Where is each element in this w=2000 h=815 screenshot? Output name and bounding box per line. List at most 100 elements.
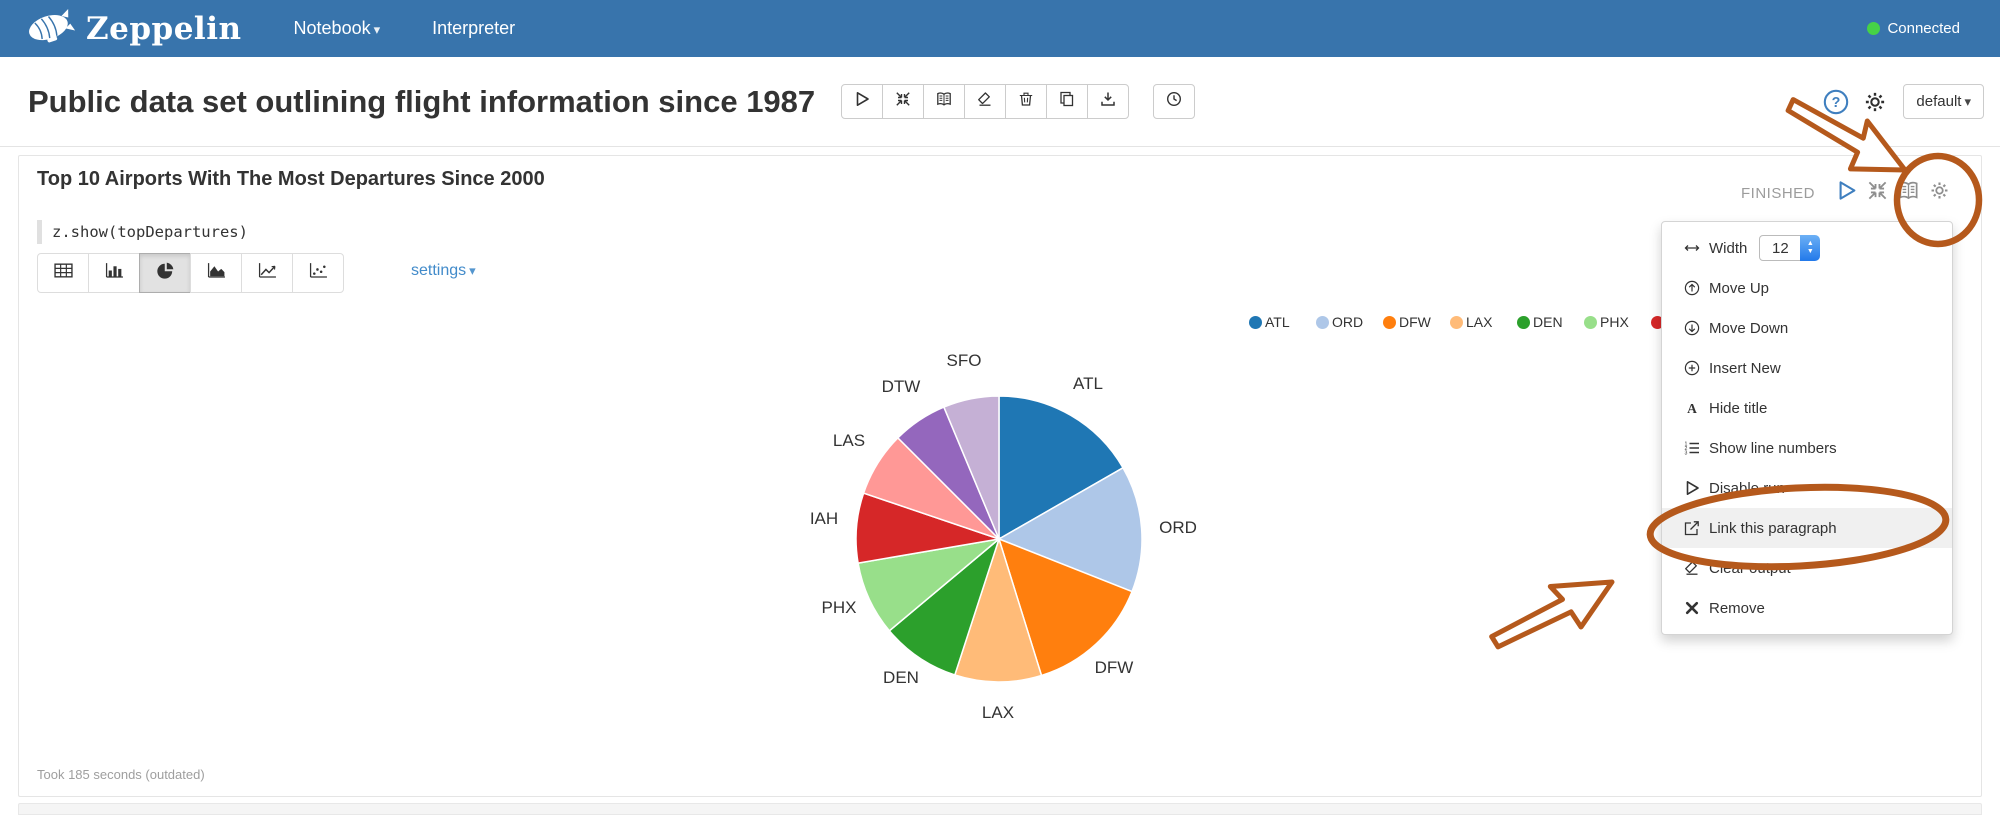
menu-item-label: Link this paragraph	[1709, 519, 1837, 537]
default-view-dropdown[interactable]: default ▾	[1903, 84, 1984, 119]
trash-button[interactable]	[1005, 84, 1048, 119]
disable-run-icon	[1682, 479, 1702, 497]
legend-dot-icon	[1383, 315, 1396, 329]
svg-text:1: 1	[1685, 441, 1688, 447]
legend-label: ATL	[1265, 314, 1290, 330]
menu-item-move-up[interactable]: Move Up	[1662, 268, 1952, 308]
scatter-chart-icon	[309, 262, 328, 284]
pie-label-ATL: ATL	[1073, 374, 1103, 393]
pie-label-LAX: LAX	[981, 703, 1015, 722]
code-editor[interactable]: z.show(topDepartures)	[37, 220, 258, 244]
legend-label: DEN	[1533, 314, 1563, 330]
legend-item-DFW[interactable]: DFW	[1383, 314, 1450, 330]
legend-label: LAX	[1466, 314, 1493, 330]
scheduler-button[interactable]	[1153, 84, 1196, 119]
shortcuts-help-button[interactable]: ?	[1823, 89, 1849, 115]
legend-item-PHX[interactable]: PHX	[1584, 314, 1651, 330]
legend-label: DFW	[1399, 314, 1431, 330]
run-all-icon	[854, 91, 870, 112]
legend-item-ATL[interactable]: ATL	[1249, 314, 1316, 330]
link-paragraph-icon	[1682, 519, 1702, 537]
menu-item-hide-title[interactable]: A Hide title	[1662, 388, 1952, 428]
menu-item-label: Show line numbers	[1709, 439, 1837, 457]
pie-slice-ORD[interactable]	[997, 466, 1143, 593]
legend-label: ORD	[1332, 314, 1364, 330]
menu-item-label: Disable run	[1709, 479, 1785, 497]
nav-notebook[interactable]: Notebook ▾	[293, 18, 381, 38]
line-chart-icon	[258, 262, 277, 284]
export-note-icon	[1100, 91, 1116, 112]
pie-label-DFW: DFW	[1094, 658, 1134, 677]
trash-icon	[1018, 91, 1034, 112]
width-stepper[interactable]: 12 ▲ ▼	[1759, 235, 1821, 261]
area-chart-icon	[207, 262, 226, 284]
nav-interpreter[interactable]: Interpreter	[432, 18, 516, 38]
chart-type-area-button[interactable]	[190, 253, 242, 293]
note-header: Public data set outlining flight informa…	[0, 57, 2000, 147]
pie-slice-ATL[interactable]	[998, 395, 1125, 541]
legend-dot-icon	[1316, 315, 1329, 329]
zeppelin-logo[interactable]: Zeppelin	[26, 4, 242, 53]
chart-type-bar-button[interactable]	[88, 253, 140, 293]
next-paragraph-edge[interactable]	[18, 803, 1982, 815]
legend-dot-icon	[1517, 315, 1530, 329]
legend-label: PHX	[1600, 314, 1629, 330]
connection-status: Connected	[1867, 20, 1960, 37]
pie-slice-SFO[interactable]	[942, 395, 1000, 540]
chart-type-toolbar	[37, 253, 344, 293]
chevron-down-icon: ▾	[373, 22, 381, 37]
stepper-arrows-icon[interactable]: ▲ ▼	[1800, 235, 1821, 261]
pie-slice-DFW[interactable]	[997, 537, 1133, 677]
width-icon	[1682, 239, 1702, 257]
svg-text:A: A	[1687, 401, 1697, 416]
clock-icon	[1166, 91, 1182, 112]
pie-label-SFO: SFO	[946, 351, 982, 370]
clear-output-icon	[1682, 559, 1702, 577]
chart-type-scatter-button[interactable]	[292, 253, 344, 293]
chart-settings-link[interactable]: settings ▾	[411, 262, 476, 279]
collapse-paragraph-button[interactable]	[1867, 181, 1889, 204]
chart-type-table-button[interactable]	[37, 253, 89, 293]
pie-label-IAH: IAH	[809, 509, 839, 528]
toggle-code-button[interactable]	[882, 84, 925, 119]
pie-slice-DEN[interactable]	[888, 536, 1001, 676]
toggle-code-icon	[895, 91, 911, 112]
run-paragraph-button[interactable]	[1836, 181, 1858, 204]
remove-icon	[1682, 599, 1702, 617]
chart-type-pie-button[interactable]	[139, 253, 191, 293]
toggle-output-button[interactable]	[1898, 181, 1920, 204]
clear-all-output-icon	[977, 91, 993, 112]
clone-note-button[interactable]	[1046, 84, 1089, 119]
menu-item-width[interactable]: Width 12 ▲ ▼	[1662, 228, 1952, 268]
menu-item-insert-new[interactable]: Insert New	[1662, 348, 1952, 388]
note-header-right: ? default ▾	[1823, 84, 1984, 119]
svg-text:?: ?	[1832, 94, 1841, 110]
legend-item-ORD[interactable]: ORD	[1316, 314, 1383, 330]
chart-type-line-button[interactable]	[241, 253, 293, 293]
menu-item-label: Width	[1709, 239, 1748, 257]
chevron-down-icon: ▾	[1964, 93, 1971, 109]
toggle-output-button[interactable]	[923, 84, 966, 119]
paragraph-settings-menu: Width 12 ▲ ▼ Move Up Move Down Insert New A Hide…	[1661, 221, 1953, 635]
paragraph-settings-button[interactable]	[1929, 182, 1951, 204]
menu-item-disable-run[interactable]: Disable run	[1662, 468, 1952, 508]
pie-slice-LAX[interactable]	[953, 536, 1043, 683]
menu-item-clear-output[interactable]: Clear output	[1662, 548, 1952, 588]
note-title: Public data set outlining flight informa…	[28, 83, 816, 119]
pie-label-DEN: DEN	[883, 668, 919, 687]
menu-item-show-line-numbers[interactable]: 1 2 3 Show line numbers	[1662, 428, 1952, 468]
clear-all-output-button[interactable]	[964, 84, 1007, 119]
interpreter-binding-button[interactable]	[1863, 90, 1887, 114]
menu-item-move-down[interactable]: Move Down	[1662, 308, 1952, 348]
legend-item-DEN[interactable]: DEN	[1517, 314, 1584, 330]
clone-note-icon	[1059, 91, 1075, 112]
run-all-button[interactable]	[841, 84, 884, 119]
execution-time-text: Took 185 seconds (outdated)	[37, 767, 205, 782]
pie-chart[interactable]	[839, 379, 1159, 699]
export-note-button[interactable]	[1087, 84, 1130, 119]
menu-item-remove[interactable]: Remove	[1662, 588, 1952, 628]
move-up-icon	[1682, 279, 1702, 297]
legend-item-LAX[interactable]: LAX	[1450, 314, 1517, 330]
menu-item-link-this-paragraph[interactable]: Link this paragraph	[1662, 508, 1952, 548]
